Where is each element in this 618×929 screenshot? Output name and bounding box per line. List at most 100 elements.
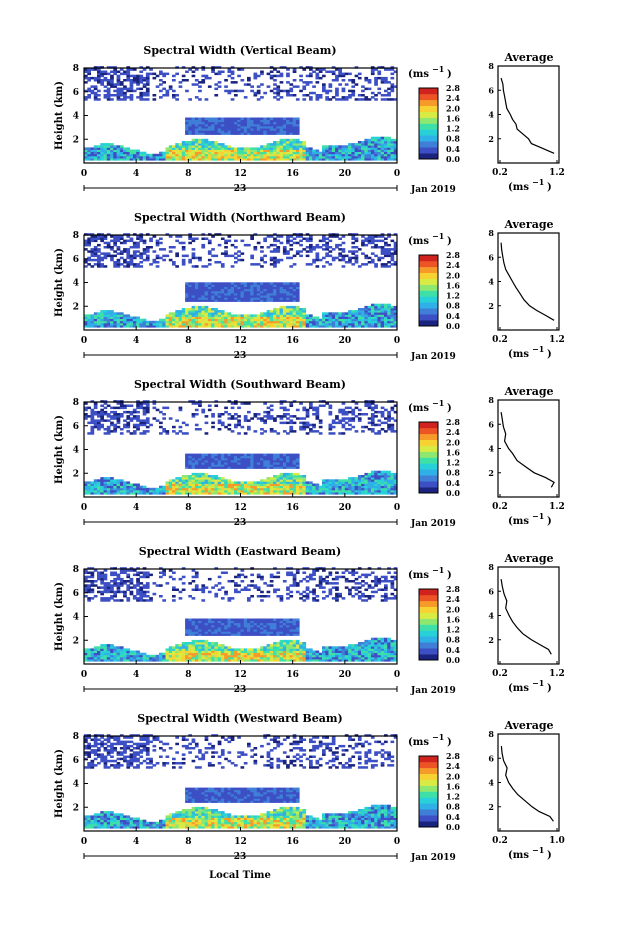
heatmap-cell: [322, 89, 326, 93]
heatmap-cell: [220, 413, 225, 416]
heatmap-cell: [295, 147, 300, 150]
heatmap-cell: [84, 76, 88, 80]
x-tick-label: 0: [81, 169, 87, 179]
heatmap-cell: [230, 126, 235, 129]
heatmap-cell: [234, 261, 238, 264]
heatmap-cell: [295, 158, 300, 161]
heatmap-cell: [279, 158, 284, 161]
heatmap-cell: [344, 479, 349, 482]
heatmap-cell: [390, 258, 395, 262]
heatmap-cell: [155, 85, 160, 88]
heatmap-cell: [256, 466, 261, 469]
heatmap-cell: [139, 492, 144, 495]
heatmap-cell: [289, 297, 294, 300]
heatmap-cell: [377, 481, 382, 484]
heatmap-cell: [393, 404, 398, 407]
heatmap-cell: [266, 492, 271, 495]
heatmap-cell: [367, 151, 372, 155]
heatmap-cell: [188, 318, 192, 322]
heatmap-cell: [194, 475, 199, 478]
heatmap-cell: [234, 460, 238, 463]
heatmap-cell: [230, 481, 235, 484]
heatmap-cell: [220, 237, 225, 240]
heatmap-cell: [292, 323, 297, 326]
x-tick-label: 4: [133, 336, 139, 346]
heatmap-cell: [100, 316, 104, 319]
heatmap-cell: [312, 158, 316, 161]
heatmap-cell: [214, 117, 219, 120]
heatmap-cell: [90, 573, 95, 577]
heatmap-cell: [367, 487, 372, 491]
heatmap-cell: [123, 483, 127, 486]
heatmap-cell: [136, 402, 140, 405]
heatmap-cell: [338, 248, 342, 251]
heatmap-cell: [136, 254, 140, 258]
heatmap-cell: [106, 81, 111, 84]
heatmap-cell: [230, 76, 235, 80]
heatmap-cell: [286, 123, 290, 127]
heatmap-cell: [253, 460, 258, 463]
heatmap-cell: [380, 265, 385, 268]
heatmap-cell: [393, 483, 398, 486]
heatmap-cell: [370, 483, 375, 486]
heatmap-cell: [168, 250, 173, 253]
heatmap-cell: [181, 79, 186, 82]
beam-panel: Spectral Width (Northward Beam)2468Heigh…: [54, 211, 565, 362]
heatmap-cell: [260, 151, 264, 155]
heatmap-cell: [318, 156, 323, 159]
heatmap-cell: [384, 481, 388, 484]
heatmap-cell: [338, 147, 342, 150]
heatmap-cell: [338, 325, 342, 328]
heatmap-cell: [224, 492, 228, 495]
heatmap-cell: [302, 406, 307, 410]
heatmap-cell: [331, 487, 336, 491]
heatmap-cell: [279, 417, 284, 420]
heatmap-cell: [289, 421, 294, 425]
heatmap-cell: [129, 325, 134, 328]
heatmap-cell: [279, 145, 284, 148]
heatmap-cell: [344, 316, 349, 319]
heatmap-cell: [159, 158, 163, 161]
heatmap-cell: [338, 318, 342, 322]
heatmap-cell: [276, 130, 281, 133]
heatmap-cell: [393, 487, 398, 491]
heatmap-cell: [380, 492, 385, 495]
heatmap-cell: [100, 258, 104, 262]
heatmap-cell: [194, 310, 199, 313]
heatmap-cell: [237, 460, 241, 463]
heatmap-cell: [113, 314, 117, 317]
heatmap-cell: [260, 147, 264, 150]
heatmap-cell: [123, 153, 127, 157]
heatmap-cell: [181, 147, 186, 150]
heatmap-cell: [338, 492, 342, 495]
heatmap-cell: [279, 421, 284, 425]
x-tick-label: 12: [234, 169, 247, 179]
heatmap-cell: [289, 288, 294, 292]
heatmap-cell: [214, 123, 219, 127]
heatmap-cell: [315, 156, 320, 159]
heatmap-cell: [204, 299, 209, 302]
heatmap-cell: [145, 72, 150, 76]
y-tick-label: 8: [73, 64, 79, 74]
heatmap-cell: [152, 323, 157, 326]
heatmap-cell: [103, 590, 108, 594]
heatmap-cell: [168, 323, 173, 326]
heatmap-cell: [312, 151, 316, 155]
heatmap-cell: [263, 299, 267, 302]
heatmap-cell: [243, 485, 248, 489]
heatmap-cell: [119, 83, 124, 86]
heatmap-cell: [188, 485, 192, 489]
heatmap-cell: [194, 457, 199, 461]
heatmap-cell: [282, 286, 287, 290]
heatmap-cell: [234, 490, 238, 493]
heatmap-cell: [250, 286, 254, 290]
heatmap-cell: [374, 158, 378, 161]
heatmap-cell: [289, 481, 294, 484]
heatmap-cell: [292, 325, 297, 328]
heatmap-cell: [341, 492, 346, 495]
heatmap-cell: [348, 323, 352, 326]
heatmap-cell: [263, 297, 267, 300]
heatmap-cell: [185, 479, 189, 482]
heatmap-cell: [341, 250, 346, 253]
heatmap-cell: [204, 158, 209, 161]
